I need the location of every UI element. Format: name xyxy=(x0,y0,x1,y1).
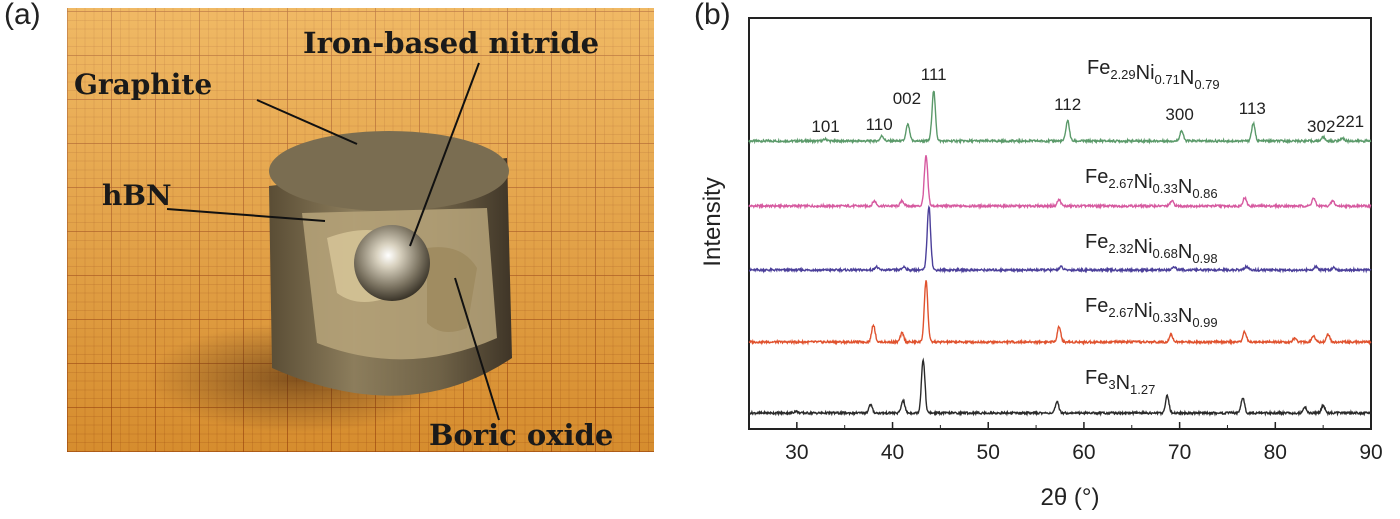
xrd-patterns xyxy=(748,90,1372,417)
series-label-subscript: 1.27 xyxy=(1130,382,1155,397)
series-label-element: N xyxy=(1116,372,1130,394)
series-label-element: Ni xyxy=(1134,236,1153,258)
peak-index-label: 110 xyxy=(866,115,893,134)
sample-photo-drawing: Graphite hBN Iron-based nitride Boric ox… xyxy=(74,26,613,452)
series-label-element: Ni xyxy=(1134,300,1153,322)
x-axis-ticks: 30 40 50 60 70 80 90 xyxy=(748,422,1383,464)
series-label-subscript: 2.67 xyxy=(1108,176,1133,191)
series-label-subscript: 0.33 xyxy=(1153,181,1178,196)
series-label-element: N xyxy=(1178,241,1192,263)
series-label-element: Ni xyxy=(1136,62,1155,84)
iron-nitride-pointer xyxy=(409,62,480,247)
x-tick-label: 70 xyxy=(1168,441,1191,464)
series-label: Fe2.67Ni0.33N0.99 xyxy=(1085,295,1218,330)
xrd-pattern-line xyxy=(748,280,1372,346)
series-label-element: Fe xyxy=(1085,295,1108,317)
series-label-subscript: 0.68 xyxy=(1153,246,1178,261)
series-label-subscript: 3 xyxy=(1108,377,1115,392)
peak-index-label: 113 xyxy=(1239,99,1266,118)
series-label: Fe2.32Ni0.68N0.98 xyxy=(1085,231,1218,266)
series-label-element: Fe xyxy=(1085,367,1108,389)
hbn-label: hBN xyxy=(102,179,172,212)
series-label-subscript: 0.71 xyxy=(1155,72,1180,87)
peak-index-label: 302 xyxy=(1307,117,1335,136)
x-tick-label: 30 xyxy=(785,441,808,464)
series-label-subscript: 2.29 xyxy=(1110,67,1135,82)
series-label-subscript: 0.79 xyxy=(1194,77,1219,92)
series-label-element: Fe xyxy=(1085,166,1108,188)
boric-oxide-label: Boric oxide xyxy=(429,418,613,452)
iron-nitride-label: Iron-based nitride xyxy=(303,26,599,60)
peak-index-label: 002 xyxy=(893,89,921,108)
peak-index-label: 221 xyxy=(1336,112,1364,131)
series-label: Fe3N1.27 xyxy=(1085,367,1155,397)
panel-b-label: (b) xyxy=(694,0,731,31)
series-label-subscript: 2.67 xyxy=(1108,305,1133,320)
xrd-pattern-line xyxy=(748,205,1372,274)
peak-index-label: 111 xyxy=(921,65,947,84)
series-label-element: Ni xyxy=(1134,171,1153,193)
series-label-subscript: 0.99 xyxy=(1192,315,1217,330)
series-label-subscript: 0.33 xyxy=(1153,310,1178,325)
series-label-element: Fe xyxy=(1087,57,1110,79)
graphite-pointer xyxy=(256,99,358,145)
x-tick-label: 50 xyxy=(977,441,1000,464)
composition-labels: Fe2.29Ni0.71N0.79Fe2.67Ni0.33N0.86Fe2.32… xyxy=(1085,57,1220,397)
cylinder-top xyxy=(269,131,509,211)
iron-nitride-sphere xyxy=(354,225,430,301)
peak-index-label: 112 xyxy=(1054,95,1081,114)
series-label: Fe2.29Ni0.71N0.79 xyxy=(1087,57,1220,92)
series-label-subscript: 0.86 xyxy=(1192,186,1217,201)
xrd-pattern-line xyxy=(748,357,1372,417)
series-label: Fe2.67Ni0.33N0.86 xyxy=(1085,166,1218,201)
series-label-element: N xyxy=(1178,305,1192,327)
hbn-pointer xyxy=(166,208,326,222)
sample-photo: Graphite hBN Iron-based nitride Boric ox… xyxy=(67,8,654,452)
xrd-pattern-line xyxy=(748,90,1372,145)
plot-frame xyxy=(748,17,1372,430)
xrd-pattern-line xyxy=(748,155,1372,210)
panel-a-label: (a) xyxy=(4,0,41,31)
series-label-element: N xyxy=(1180,67,1194,89)
peak-index-label: 101 xyxy=(811,117,839,136)
series-label-element: Fe xyxy=(1085,231,1108,253)
x-tick-label: 40 xyxy=(881,441,904,464)
x-tick-label: 60 xyxy=(1072,441,1095,464)
y-axis-title: Intensity xyxy=(699,177,726,266)
series-label-subscript: 2.32 xyxy=(1108,241,1133,256)
boric-oxide-pointer xyxy=(454,277,500,421)
x-tick-label: 90 xyxy=(1359,441,1382,464)
series-label-element: N xyxy=(1178,176,1192,198)
series-label-subscript: 0.98 xyxy=(1192,251,1217,266)
peak-index-label: 300 xyxy=(1165,105,1193,124)
graphite-label: Graphite xyxy=(74,68,212,101)
x-axis-title: 2θ (°) xyxy=(1041,484,1100,511)
x-tick-label: 80 xyxy=(1264,441,1287,464)
